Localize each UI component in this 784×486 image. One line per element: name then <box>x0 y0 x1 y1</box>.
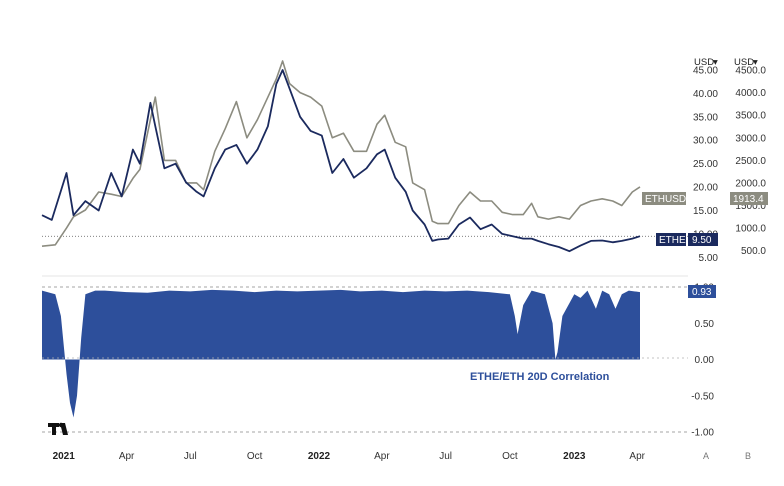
ethusd-badge: ETHUSD 1913.4 <box>642 192 768 205</box>
ethe-line <box>41 69 641 253</box>
correlation-badge: 0.93 <box>688 285 716 298</box>
ethusd-name-badge <box>642 192 686 205</box>
ethusd-name-text: ETHUSD <box>645 194 686 205</box>
x-axis-tick-label: Jul <box>439 451 452 462</box>
x-axis-ticks: 2021 Apr Jul Oct 2022 Apr Jul Oct 2023 Apr <box>53 451 646 462</box>
outer-axis-tick-label: 4500.0 <box>735 66 766 77</box>
svg-text:B: B <box>745 451 751 461</box>
outer-axis-tick-label: 2500.0 <box>735 156 766 167</box>
correlation-axis-tick-label: -0.50 <box>691 391 714 402</box>
inner-axis-tick-label: 35.00 <box>693 112 718 123</box>
inner-axis-tick-label: 45.00 <box>693 66 718 77</box>
x-axis-tick-label: 2022 <box>308 451 331 462</box>
correlation-axis-tick-label: 0.50 <box>695 319 715 330</box>
ethe-value-badge <box>688 233 718 246</box>
correlation-axis-tick-label: 0.00 <box>695 355 715 366</box>
correlation-label: ETHE/ETH 20D Correlation <box>470 371 610 383</box>
x-axis-tick-label: Apr <box>119 451 135 462</box>
outer-axis-tick-label: 3500.0 <box>735 111 766 122</box>
x-axis-tick-label: Apr <box>629 451 645 462</box>
x-axis-tick-label: Apr <box>374 451 390 462</box>
outer-axis-tick-label: 1500.0 <box>735 201 766 212</box>
button-a[interactable]: A <box>703 451 709 461</box>
correlation-axis-ticks: 1.000.500.00-0.50-1.00 <box>691 283 714 439</box>
outer-axis-tick-label: 500.0 <box>741 246 766 257</box>
ethe-name-badge <box>656 233 686 246</box>
outer-axis-unit[interactable]: USD <box>734 57 754 68</box>
inner-axis-tick-label: 25.00 <box>693 159 718 170</box>
inner-axis-tick-label: 15.00 <box>693 206 718 217</box>
button-b[interactable]: B <box>745 451 751 461</box>
inner-axis-tick-label: 40.00 <box>693 89 718 100</box>
ethe-badge: ETHE 9.50 <box>656 233 718 246</box>
ethe-name-text: ETHE <box>659 235 686 246</box>
inner-axis-unit[interactable]: USD <box>694 57 714 68</box>
inner-axis-tick-label: 20.00 <box>693 183 718 194</box>
correlation-axis-tick-label: -1.00 <box>691 428 714 439</box>
ethusd-line <box>41 60 641 247</box>
ethe-value-text: 9.50 <box>692 235 712 246</box>
ethusd-value-badge <box>730 192 768 205</box>
inner-axis-unit-caret[interactable]: ▾ <box>713 57 718 68</box>
inner-axis-tick-label: 30.00 <box>693 136 718 147</box>
svg-text:A: A <box>703 451 709 461</box>
outer-axis-tick-label: 2000.0 <box>735 178 766 189</box>
outer-axis-tick-label: 1000.0 <box>735 224 766 235</box>
ethusd-value-text: 1913.4 <box>733 194 764 205</box>
tradingview-logo-icon <box>48 422 68 435</box>
x-axis-tick-label: Jul <box>184 451 197 462</box>
correlation-area <box>42 289 640 418</box>
outer-axis-tick-label: 3000.0 <box>735 133 766 144</box>
outer-axis-tick-label: 4000.0 <box>735 88 766 99</box>
correlation-value-text: 0.93 <box>692 287 712 298</box>
x-axis-tick-label: 2021 <box>53 451 76 462</box>
outer-axis-unit-caret[interactable]: ▾ <box>753 57 758 68</box>
inner-axis-tick-label: 5.00 <box>699 253 719 264</box>
x-axis-tick-label: Oct <box>502 451 518 462</box>
correlation-value-badge <box>688 285 716 298</box>
outer-axis-ticks: 4500.0 4000.0 3500.0 3000.0 2500.0 2000.0 1500… <box>735 66 766 258</box>
x-axis-tick-label: 2023 <box>563 451 586 462</box>
x-axis-tick-label: Oct <box>247 451 263 462</box>
